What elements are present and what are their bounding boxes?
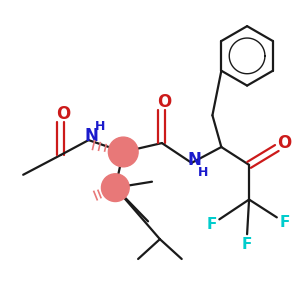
Circle shape: [101, 174, 129, 202]
Text: F: F: [242, 237, 252, 252]
Text: F: F: [280, 215, 290, 230]
Text: N: N: [85, 127, 98, 145]
Text: O: O: [56, 105, 70, 123]
Text: H: H: [95, 120, 106, 133]
Text: F: F: [206, 217, 217, 232]
Text: O: O: [278, 134, 292, 152]
Text: N: N: [188, 151, 202, 169]
Circle shape: [108, 137, 138, 167]
Text: H: H: [198, 166, 209, 179]
Text: O: O: [157, 93, 171, 111]
